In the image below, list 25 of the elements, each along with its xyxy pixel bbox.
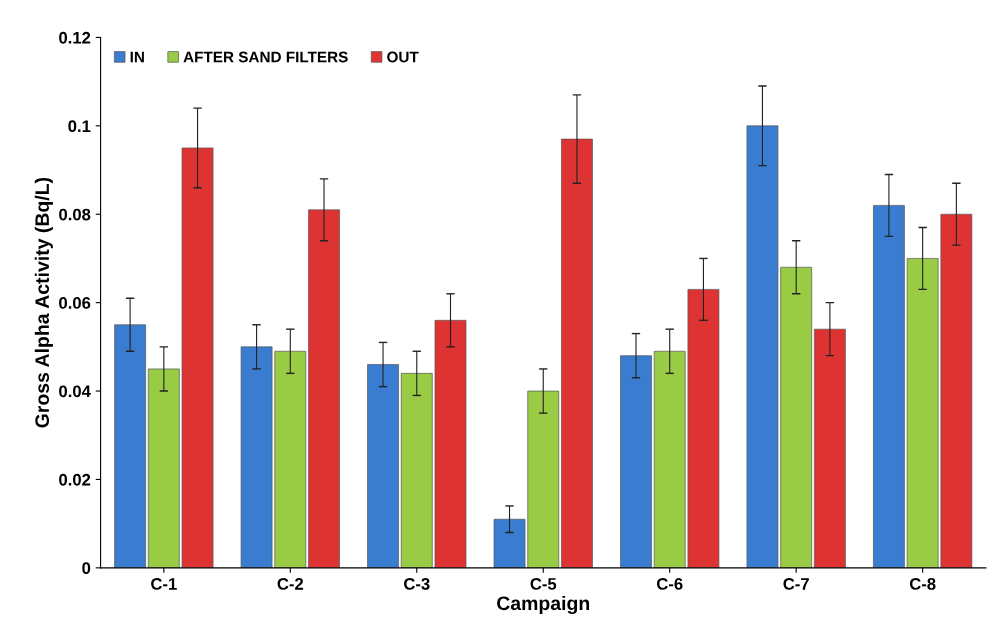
bar	[561, 138, 593, 568]
bar	[620, 355, 652, 568]
y-tick-label: 0.04	[59, 385, 91, 398]
x-tick-label: C-5	[530, 578, 557, 590]
y-tick-label: 0.02	[59, 473, 91, 486]
x-tick-label: C-3	[404, 578, 430, 590]
legend-label: IN	[130, 51, 144, 63]
x-tick-label: C-2	[277, 578, 304, 590]
bar	[367, 364, 399, 568]
bar	[114, 324, 146, 568]
y-tick-label: 0.06	[59, 297, 91, 309]
x-axis-title: Campaign	[497, 595, 590, 615]
y-axis-title: Gross Alpha Activity (Bq/L)	[34, 177, 53, 428]
x-tick-label: C-1	[151, 578, 177, 590]
x-tick-label: C-8	[909, 578, 936, 590]
legend-label: AFTER SAND FILTERS	[183, 51, 348, 63]
x-tick-label: C-7	[783, 578, 809, 590]
y-tick-label: 0.1	[68, 120, 91, 133]
legend-label: OUT	[387, 51, 419, 63]
y-tick-label: 0.08	[59, 208, 91, 221]
y-tick-label: 0.12	[59, 31, 91, 44]
bar	[814, 328, 846, 568]
y-tick-label: 0	[82, 562, 91, 575]
x-tick-label: C-6	[656, 578, 683, 590]
bar	[308, 209, 340, 568]
